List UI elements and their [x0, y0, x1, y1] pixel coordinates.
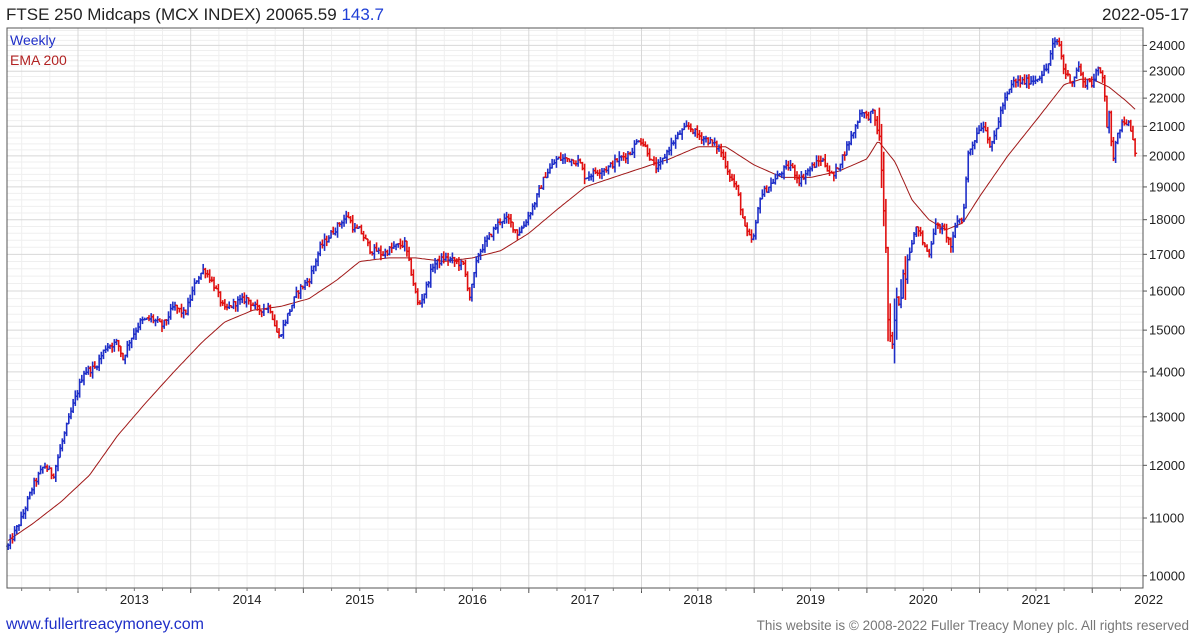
y-tick-label: 11000 [1149, 511, 1184, 526]
x-tick-label: 2020 [909, 592, 938, 607]
y-axis-ticks: 10000 11000 12000 13000 14000 15000 16000 17000… [1143, 38, 1185, 583]
y-tick-label: 18000 [1149, 212, 1185, 227]
footer-copyright: This website is © 2008-2022 Fuller Treac… [756, 618, 1189, 633]
x-tick-label: 2016 [458, 592, 487, 607]
x-tick-label: 2019 [796, 592, 825, 607]
footer-link[interactable]: www.fullertreacymoney.com [6, 616, 204, 633]
weekly-bar [1133, 138, 1138, 157]
y-tick-label: 22000 [1149, 91, 1185, 106]
change-value: 143.7 [341, 5, 384, 24]
minor-grid [7, 28, 1143, 588]
x-tick-label: 2017 [571, 592, 600, 607]
last-value: 20065.59 [265, 5, 337, 24]
ohlc-bars [6, 37, 1138, 551]
y-tick-label: 19000 [1149, 179, 1185, 194]
y-tick-label: 23000 [1149, 64, 1185, 79]
y-tick-label: 24000 [1149, 38, 1185, 53]
y-tick-label: 12000 [1149, 458, 1185, 473]
y-tick-label: 16000 [1149, 284, 1185, 299]
x-tick-label: 2015 [345, 592, 374, 607]
y-tick-label: 21000 [1149, 119, 1185, 134]
chart-title: FTSE 250 Midcaps (MCX INDEX) [6, 5, 262, 24]
plot-frame [6, 27, 1144, 589]
chart-date: 2022-05-17 [1102, 5, 1189, 24]
legend-ema: EMA 200 [10, 52, 67, 68]
x-tick-label: 2014 [233, 592, 262, 607]
y-tick-label: 20000 [1149, 148, 1185, 163]
chart-header: FTSE 250 Midcaps (MCX INDEX) 20065.59 14… [6, 5, 384, 25]
x-tick-label: 2022 [1134, 592, 1163, 607]
x-tick-label: 2018 [683, 592, 712, 607]
y-tick-label: 14000 [1149, 364, 1185, 379]
x-tick-label: 2021 [1021, 592, 1050, 607]
major-grid [7, 28, 1143, 588]
y-tick-label: 13000 [1149, 409, 1185, 424]
weekly-bar [541, 176, 546, 190]
y-tick-label: 17000 [1149, 247, 1185, 262]
y-tick-label: 10000 [1149, 568, 1185, 583]
legend-weekly: Weekly [10, 32, 56, 48]
y-tick-label: 15000 [1149, 323, 1185, 338]
x-axis-ticks: 2013 2014 2015 2016 2017 2018 2019 2020 2021 2022 [21, 588, 1163, 607]
x-tick-label: 2013 [120, 592, 149, 607]
